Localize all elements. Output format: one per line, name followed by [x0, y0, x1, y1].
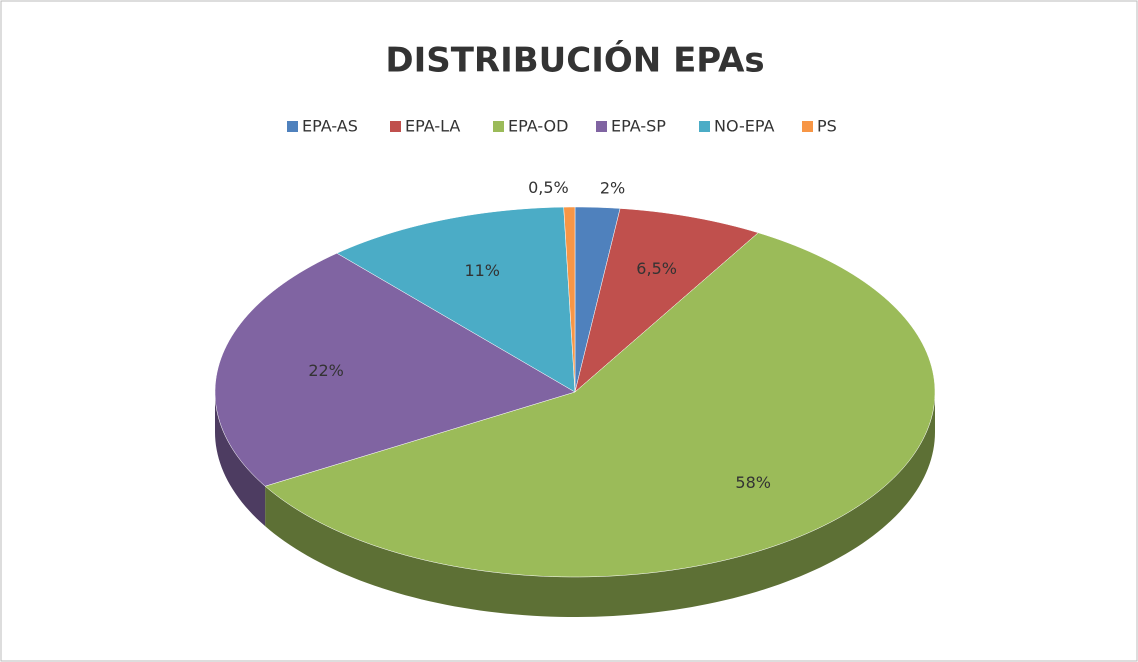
legend-swatch — [287, 121, 298, 132]
pie-slice — [214, 252, 576, 487]
pie-tops — [214, 206, 936, 578]
data-label: 6,5% — [636, 259, 677, 278]
pie-slice-side — [265, 392, 935, 617]
legend-swatch — [390, 121, 401, 132]
pie-sides — [215, 392, 935, 617]
data-label: 0,5% — [528, 178, 569, 197]
legend-swatch — [596, 121, 607, 132]
data-label: 11% — [464, 261, 500, 280]
legend-label: PS — [817, 117, 837, 136]
legend-swatch — [493, 121, 504, 132]
legend-label: EPA-OD — [508, 117, 568, 136]
legend-label: EPA-AS — [302, 117, 358, 136]
data-label: 2% — [600, 178, 625, 197]
legend-swatch — [802, 121, 813, 132]
legend-swatch — [699, 121, 710, 132]
pie-slice-side — [215, 392, 266, 527]
data-label: 58% — [735, 473, 771, 492]
legend-label: EPA-LA — [405, 117, 460, 136]
legend-label: NO-EPA — [714, 117, 775, 136]
pie-slice — [336, 206, 576, 393]
pie-slice — [264, 232, 936, 578]
pie-slice — [563, 206, 576, 393]
data-label: 22% — [308, 361, 344, 380]
chart-title: DISTRIBUCIÓN EPAs — [385, 40, 764, 81]
legend-label: EPA-SP — [611, 117, 666, 136]
pie-slice — [574, 208, 759, 393]
